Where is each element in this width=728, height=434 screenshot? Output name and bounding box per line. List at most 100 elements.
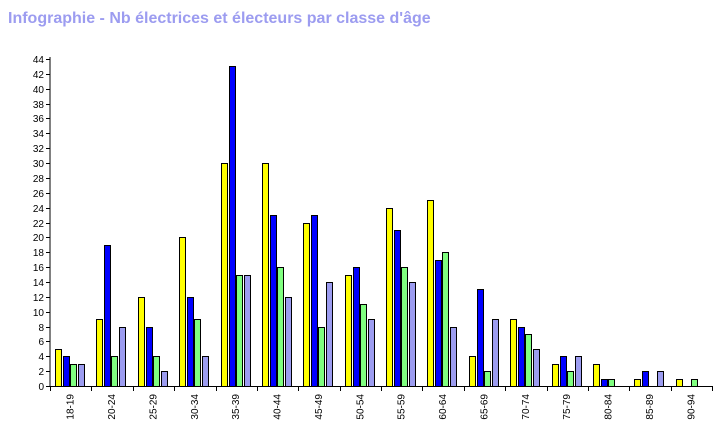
y-tick-label: 38: [33, 100, 45, 111]
bar-85-89-series-4: [657, 371, 664, 387]
bar-90-94-series-3: [691, 379, 698, 387]
y-tick-label: 42: [33, 70, 45, 81]
bar-45-49-series-3: [318, 327, 325, 387]
x-tick-label: 80-84: [604, 394, 615, 420]
y-tick-label: 40: [33, 85, 45, 96]
y-tick-label: 28: [33, 174, 45, 185]
y-tick-label: 0: [38, 382, 44, 393]
bar-70-74-series-1: [510, 319, 517, 387]
chart-title: Infographie - Nb électrices et électeurs…: [8, 10, 431, 27]
y-tick-label: 34: [33, 129, 45, 140]
bar-85-89-series-2: [642, 371, 649, 387]
bar-75-79-series-2: [560, 356, 567, 387]
bar-65-69-series-3: [484, 371, 491, 387]
y-tick-label: 16: [33, 263, 45, 274]
y-tick-label: 14: [33, 278, 45, 289]
y-tick-label: 30: [33, 159, 45, 170]
bar-60-64-series-1: [427, 200, 434, 387]
bar-25-29-series-3: [153, 356, 160, 387]
bar-20-24-series-2: [104, 245, 111, 387]
y-tick-label: 4: [38, 352, 44, 363]
y-tick-label: 26: [33, 189, 45, 200]
y-tick-label: 6: [38, 337, 44, 348]
x-tick-label: 35-39: [231, 394, 242, 420]
bar-55-59-series-3: [401, 267, 408, 387]
y-tick-label: 36: [33, 114, 45, 125]
x-tick-label: 20-24: [107, 394, 118, 420]
x-tick-label: 65-69: [479, 394, 490, 420]
bar-75-79-series-4: [575, 356, 582, 387]
bar-30-34-series-1: [179, 237, 186, 387]
x-tick-label: 30-34: [190, 394, 201, 420]
bar-40-44-series-2: [270, 215, 277, 387]
bar-30-34-series-3: [194, 319, 201, 387]
y-axis: 0246810121416182022242628303234363840424…: [33, 55, 51, 393]
bar-50-54-series-3: [360, 304, 367, 387]
bar-55-59-series-4: [409, 282, 416, 387]
y-tick-label: 32: [33, 144, 45, 155]
x-tick-label: 75-79: [562, 394, 573, 420]
y-tick-label: 12: [33, 293, 45, 304]
bar-35-39-series-2: [229, 66, 236, 387]
bar-80-84-series-2: [601, 379, 608, 387]
bar-65-69-series-1: [469, 356, 476, 387]
bar-40-44-series-1: [262, 163, 269, 387]
bar-90-94-series-1: [676, 379, 683, 387]
bar-45-49-series-4: [326, 282, 333, 387]
x-tick-label: 45-49: [314, 394, 325, 420]
y-tick-label: 22: [33, 219, 45, 230]
bar-60-64-series-2: [435, 260, 442, 387]
bar-80-84-series-3: [608, 379, 615, 387]
x-tick-label: 25-29: [148, 394, 159, 420]
bar-20-24-series-4: [119, 327, 126, 387]
bar-18-19-series-1: [55, 349, 62, 387]
bar-65-69-series-2: [477, 289, 484, 387]
bar-18-19-series-2: [63, 356, 70, 387]
bar-40-44-series-4: [285, 297, 292, 387]
bar-75-79-series-3: [567, 371, 574, 387]
bar-20-24-series-1: [96, 319, 103, 387]
bar-30-34-series-4: [202, 356, 209, 387]
y-tick-label: 8: [38, 323, 44, 334]
bar-80-84-series-1: [593, 364, 600, 387]
y-tick-label: 24: [33, 204, 45, 215]
bar-55-59-series-2: [394, 230, 401, 387]
bar-45-49-series-2: [311, 215, 318, 387]
x-tick-label: 85-89: [645, 394, 656, 420]
bar-25-29-series-1: [138, 297, 145, 387]
x-tick-label: 40-44: [273, 394, 284, 420]
bar-50-54-series-2: [353, 267, 360, 387]
bar-35-39-series-3: [236, 275, 243, 387]
bar-40-44-series-3: [277, 267, 284, 387]
bars: [55, 66, 698, 387]
bar-65-69-series-4: [492, 319, 499, 387]
x-tick-label: 70-74: [521, 394, 532, 420]
bar-18-19-series-3: [70, 364, 77, 387]
bar-60-64-series-4: [450, 327, 457, 387]
bar-75-79-series-1: [552, 364, 559, 387]
bar-18-19-series-4: [78, 364, 85, 387]
y-tick-label: 20: [33, 233, 45, 244]
x-tick-label: 18-19: [66, 394, 77, 420]
x-tick-label: 90-94: [686, 394, 697, 420]
bar-35-39-series-4: [244, 275, 251, 387]
y-tick-label: 18: [33, 248, 45, 259]
bar-25-29-series-2: [146, 327, 153, 387]
bar-70-74-series-3: [525, 334, 532, 387]
x-tick-label: 50-54: [355, 394, 366, 420]
bar-50-54-series-1: [345, 275, 352, 387]
bar-50-54-series-4: [368, 319, 375, 387]
bar-55-59-series-1: [386, 208, 393, 387]
y-tick-label: 2: [38, 367, 44, 378]
x-tick-label: 55-59: [397, 394, 408, 420]
x-tick-label: 60-64: [438, 394, 449, 420]
bar-60-64-series-3: [442, 252, 449, 387]
bar-30-34-series-2: [187, 297, 194, 387]
bar-70-74-series-2: [518, 327, 525, 387]
bar-70-74-series-4: [533, 349, 540, 387]
x-axis: 18-19 20-24 25-29 30-34 35-39 40-44 45-49 50-54…: [50, 386, 713, 420]
y-tick-label: 44: [33, 55, 45, 66]
bar-20-24-series-3: [111, 356, 118, 387]
